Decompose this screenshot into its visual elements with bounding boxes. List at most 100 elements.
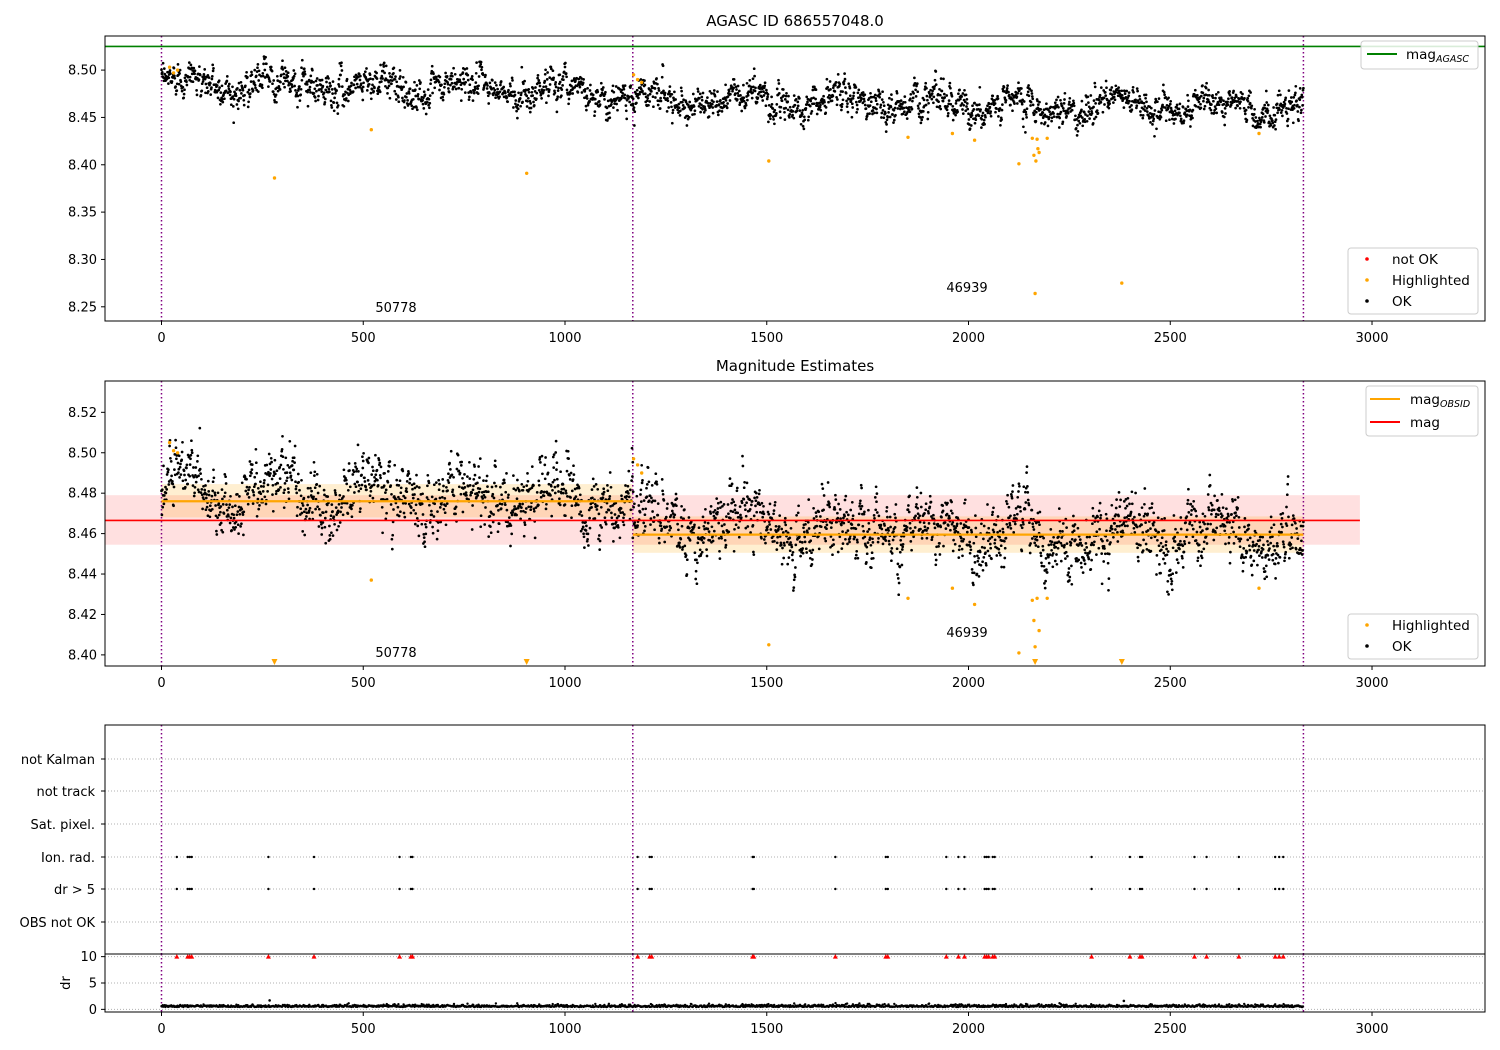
ok-point [1285,106,1288,110]
ok-point [1027,84,1030,87]
ok-point [344,478,348,482]
ok-point [320,78,324,82]
highlighted-point [950,131,955,136]
ok-point [896,577,900,580]
ok-point [318,484,322,488]
ok-point [1059,110,1063,114]
ok-point [604,520,607,524]
ok-point [810,109,814,113]
ok-point [1151,115,1155,118]
ok-point [1301,88,1305,92]
ok-point [334,493,338,497]
ok-point [357,72,361,76]
ok-point [1061,120,1065,124]
ok-point [973,121,977,125]
ok-point [970,568,974,571]
highlighted-point [635,77,640,82]
ok-point [836,550,840,554]
ok-point [742,83,745,87]
ok-point [662,89,665,93]
ok-point [173,74,176,78]
ok-point [313,96,317,99]
ok-point [854,557,857,560]
ok-point [486,485,489,488]
ok-point [160,70,164,74]
ok-point [840,108,843,112]
ok-point [676,522,679,526]
ok-point [668,85,672,88]
ok-point [359,507,362,510]
ok-point [200,89,204,93]
ok-point [806,100,809,104]
ok-point [320,526,324,530]
ok-point [211,489,215,493]
ok-point [880,116,883,119]
ok-point [917,107,920,110]
ok-point [196,460,199,463]
ok-point [529,505,533,509]
ok-point [267,452,271,456]
ok-point [553,83,557,86]
ok-point [468,477,472,480]
ok-point [525,94,529,98]
ok-point [990,535,994,539]
ok-point [782,541,786,545]
ok-point [464,491,468,494]
ok-point [510,76,514,80]
ok-point [1160,108,1164,112]
ok-point [736,511,740,515]
ok-point [994,110,997,114]
ok-point [892,530,895,533]
ok-point [837,502,840,506]
ok-point [180,450,184,454]
ok-point [172,485,176,489]
ok-point [819,103,822,107]
ok-point [844,494,848,498]
ok-point [287,83,290,87]
ok-point [474,87,477,90]
ok-point [468,83,472,87]
ok-point [613,102,616,105]
ok-point [798,109,802,112]
ok-point [426,484,429,488]
ok-point [439,520,443,524]
ok-point [1003,90,1006,93]
ok-point [567,457,570,460]
ok-point [227,84,230,88]
ok-point [242,510,246,514]
ok-point [401,96,404,100]
ok-point [227,506,231,510]
ok-point [342,495,345,498]
ok-point [924,508,928,512]
ok-point [1223,107,1227,110]
ok-point [1034,110,1038,114]
ok-point [331,92,334,95]
ok-point [583,87,587,91]
ok-point [853,535,857,539]
ok-point [624,104,628,107]
ok-point [272,474,276,478]
ok-point [467,98,471,101]
ok-point [302,74,305,78]
ok-point [625,494,629,498]
ok-point [631,104,635,107]
ok-point [244,84,247,88]
ok-point [428,101,432,105]
ok-point [243,475,247,479]
ok-point [312,495,315,499]
ok-point [1294,91,1297,95]
ok-point [792,586,796,589]
legend-box [1347,247,1479,315]
ok-point [712,89,716,92]
ok-point [678,114,682,117]
ok-point [936,522,940,526]
ok-point [884,130,888,133]
ok-point [546,71,549,74]
ok-point [547,90,551,94]
ok-point [742,99,746,103]
ok-point [248,92,252,95]
ok-point [945,94,949,97]
ok-point [447,87,450,90]
ok-point [737,89,741,93]
ok-point [1220,98,1223,101]
